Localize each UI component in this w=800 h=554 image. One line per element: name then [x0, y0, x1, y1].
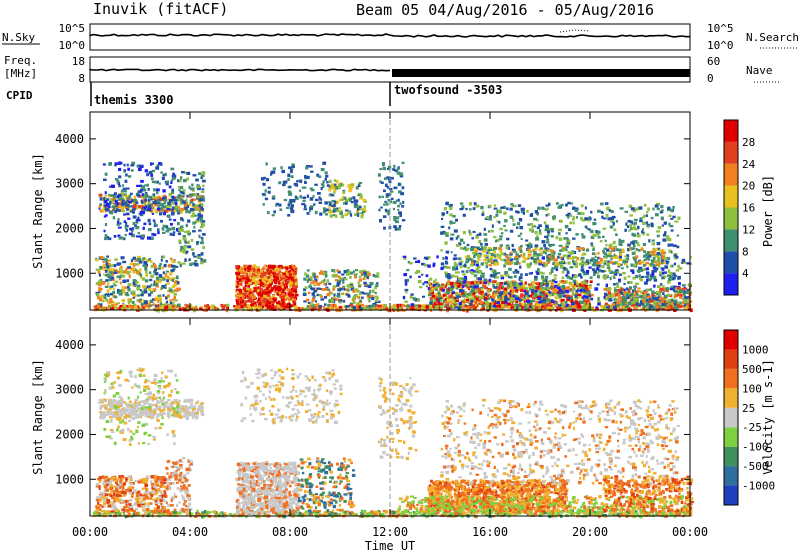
beam-date-title: Beam 05 04/Aug/2016 - 05/Aug/2016	[356, 1, 654, 19]
power-cbar-tick-5: 24	[742, 158, 756, 171]
velocity-cbar-tick-4: -25	[742, 421, 762, 434]
noise-left-tick-top: 10^5	[59, 22, 86, 35]
noise-left-tick-bottom: 10^0	[59, 39, 86, 52]
noise-search-label: N.Search	[746, 31, 799, 44]
power-cbar-label: Power [dB]	[761, 175, 775, 247]
power-y-axis: 1000 2000 3000 4000	[55, 132, 690, 280]
cpid-label: CPID	[6, 89, 33, 102]
freq-label-line2: [MHz]	[4, 67, 37, 80]
velocity-y-axis: 1000 2000 3000 4000	[55, 338, 690, 486]
power-cbar-swatch-0	[724, 273, 738, 295]
power-cbar-tick-4: 20	[742, 180, 755, 193]
velocity-cbar-swatch-6	[724, 368, 738, 389]
power-cbar-swatch-5	[724, 163, 738, 186]
velocity-cbar-swatch-3	[724, 427, 738, 447]
noise-sky-trace	[89, 33, 691, 38]
cpid-segment-1: themis 3300	[94, 93, 173, 107]
power-cbar-tick-1: 8	[742, 245, 749, 258]
power-data-cells	[93, 161, 693, 313]
power-ylabel: Slant Range [km]	[31, 153, 45, 269]
nave-block	[392, 69, 690, 77]
velocity-cbar-swatch-1	[724, 466, 738, 486]
velocity-cbar-tick-6: -500	[742, 460, 769, 473]
freq-left-tick-bottom: 8	[78, 72, 85, 85]
power-cbar-swatch-7	[724, 120, 738, 142]
xtick-label-5: 20:00	[572, 525, 608, 539]
velocity-ytick-label-1: 2000	[55, 427, 84, 441]
noise-sky-label: N.Sky	[2, 31, 35, 44]
velocity-cbar-swatch-0	[724, 485, 738, 505]
nave-label: Nave	[746, 64, 773, 77]
velocity-cbar-swatch-4	[724, 407, 738, 428]
power-cbar-swatch-4	[724, 185, 738, 208]
velocity-cbar-swatch-5	[724, 388, 738, 408]
power-ytick-label-3: 4000	[55, 132, 84, 146]
time-xlabel: Time UT	[365, 539, 416, 553]
power-cbar-swatch-3	[724, 207, 738, 230]
power-cbar-swatch-1	[724, 251, 738, 274]
xtick-label-1: 04:00	[172, 525, 208, 539]
velocity-cbar-tick-7: -1000	[742, 480, 775, 493]
nave-right-tick-top: 60	[707, 55, 720, 68]
velocity-cbar-swatch-8	[724, 330, 738, 350]
velocity-cbar-label: Velocity [m s-1]	[761, 359, 775, 475]
noise-right-tick-bottom: 10^0	[707, 39, 734, 52]
noise-panel: N.Sky 10^5 10^0 10^5 10^0 N.Search	[2, 22, 799, 52]
freq-trace	[89, 68, 391, 72]
power-colorbar: 4 8 12 16 20 24 28	[723, 119, 756, 296]
power-cbar-tick-6: 28	[742, 136, 755, 149]
velocity-ytick-label-2: 3000	[55, 383, 84, 397]
power-ytick-label-2: 3000	[55, 177, 84, 191]
xtick-label-4: 16:00	[472, 525, 508, 539]
freq-panel: Freq. [MHz] 18 8 60 0 Nave	[4, 54, 780, 85]
power-cbar-tick-2: 12	[742, 223, 755, 236]
time-x-axis: 00:00 04:00 08:00 12:00 16:00 20:00 00:00	[72, 112, 708, 539]
power-panel: 1000 2000 3000 4000 Slant Range [km] 4 8 12 16…	[31, 111, 775, 313]
cpid-segment-2: twofsound -3503	[394, 83, 502, 97]
velocity-cbar-tick-1: 500	[742, 363, 762, 376]
power-cbar-tick-3: 16	[742, 202, 755, 215]
velocity-cbar-swatch-7	[724, 349, 738, 369]
xtick-label-2: 08:00	[272, 525, 308, 539]
power-cbar-swatch-6	[724, 141, 738, 164]
freq-left-tick-top: 18	[72, 55, 85, 68]
velocity-cbar-tick-5: -100	[742, 441, 769, 454]
power-cbar-tick-0: 4	[742, 267, 749, 280]
velocity-cbar-tick-2: 100	[742, 382, 762, 395]
xtick-label-3: 12:00	[372, 525, 408, 539]
velocity-cbar-tick-0: 1000	[742, 343, 769, 356]
noise-right-tick-top: 10^5	[707, 22, 734, 35]
velocity-cbar-tick-3: 25	[742, 402, 755, 415]
nave-right-tick-bottom: 0	[707, 72, 714, 85]
cpid-panel: CPID themis 3300 twofsound -3503	[6, 82, 502, 107]
station-title: Inuvik (fitACF)	[93, 0, 228, 18]
velocity-colorbar: 1000 500 100 25 -25 -100 -500 -1000	[723, 329, 775, 506]
power-ytick-label-0: 1000	[55, 266, 84, 280]
xtick-label-6: 00:00	[672, 525, 708, 539]
velocity-panel: 1000 2000 3000 4000 Slant Range [km] 1000 50…	[31, 317, 775, 519]
velocity-data-cells	[92, 367, 694, 519]
velocity-cbar-swatch-2	[724, 446, 738, 467]
velocity-ylabel: Slant Range [km]	[31, 359, 45, 475]
freq-label-line1: Freq.	[4, 54, 37, 67]
noise-search-trace	[559, 29, 591, 33]
velocity-ytick-label-0: 1000	[55, 472, 84, 486]
velocity-ytick-label-3: 4000	[55, 338, 84, 352]
xtick-label-0: 00:00	[72, 525, 108, 539]
power-cbar-swatch-2	[724, 229, 738, 252]
power-ytick-label-1: 2000	[55, 221, 84, 235]
